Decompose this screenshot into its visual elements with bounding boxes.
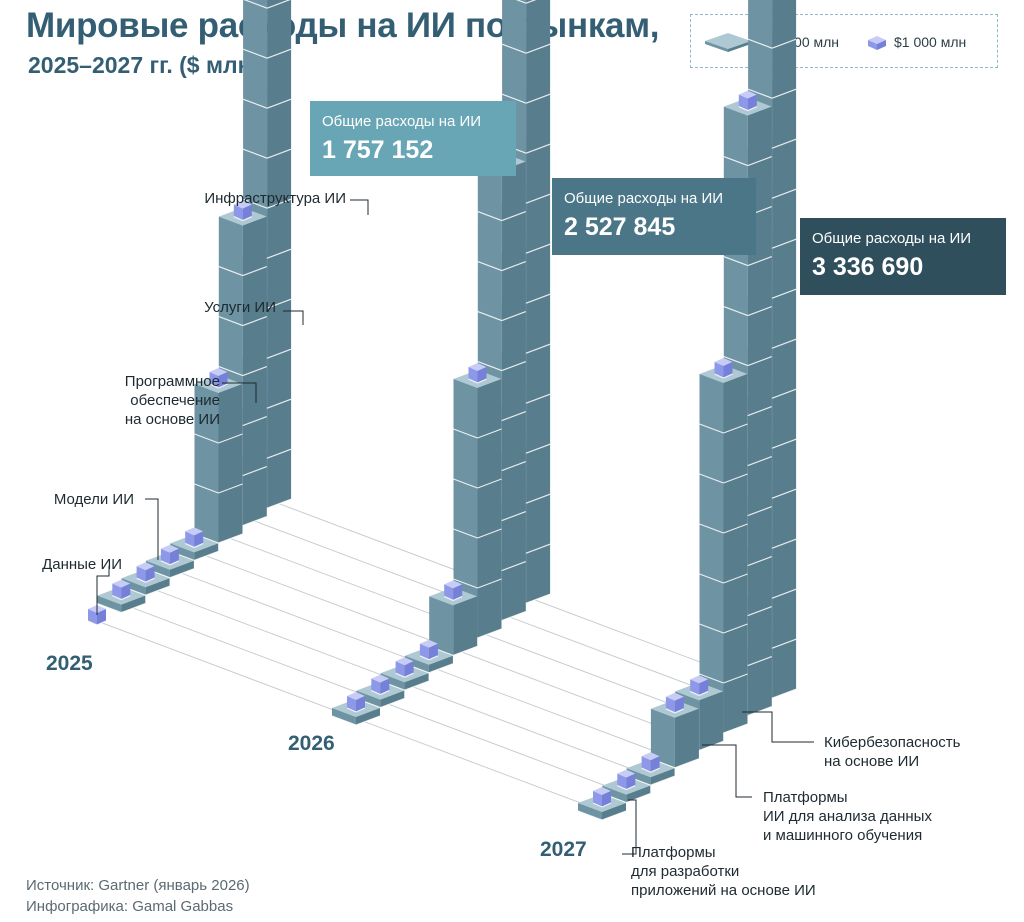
small-cube (209, 368, 228, 389)
small-cube (738, 90, 758, 112)
small-cube (665, 692, 685, 714)
connector-line (350, 199, 369, 215)
large-cube-icon (705, 33, 751, 52)
large-cube (501, 0, 551, 54)
market-stack (97, 579, 146, 614)
chart-subtitle: 2025–2027 гг. ($ млн) (28, 52, 260, 78)
total-box-2027: Общие расходы на ИИ 3 336 690 (800, 218, 1006, 295)
year-label-2027: 2027 (540, 838, 587, 861)
total-label-2025: Общие расходы на ИИ (322, 113, 482, 130)
small-cube (112, 579, 131, 601)
market-stack (404, 639, 454, 674)
small-cube (714, 358, 733, 379)
small-cube (443, 580, 463, 601)
large-cube (699, 365, 748, 434)
small-cube (592, 787, 612, 808)
market-stack (380, 657, 429, 691)
market-stack (331, 692, 381, 726)
label-connectors (96, 199, 814, 855)
total-box-2025: Общие расходы на ИИ 1 757 152 (310, 101, 516, 176)
market-stack (699, 358, 748, 734)
market-label-dsml-platforms: Платформы ИИ для анализа данных и машинн… (763, 789, 932, 844)
market-label-app-dev-platforms: Платформы для разработки приложений на о… (631, 844, 816, 899)
large-cube (428, 587, 478, 656)
large-cube (650, 699, 700, 769)
legend-label-small: $1 000 млн (894, 34, 967, 50)
source-text: Источник: Gartner (январь 2026) (26, 877, 250, 894)
small-cube (371, 674, 390, 696)
total-value-2025: 1 757 152 (322, 136, 434, 164)
total-box-2026: Общие расходы на ИИ 2 527 845 (552, 178, 756, 255)
market-stack (650, 692, 700, 769)
large-cube (747, 0, 797, 49)
market-label-infrastructure: Инфраструктура ИИ (204, 190, 346, 207)
small-cube (419, 639, 439, 661)
small-cube (395, 657, 414, 678)
base-slab (331, 699, 381, 726)
large-cube (515, 0, 537, 4)
year-group-2027 (577, 0, 797, 821)
connector-line (145, 498, 159, 560)
small-cube (160, 544, 180, 566)
connector-line (222, 382, 257, 403)
chart-title: Мировые расходы на ИИ по рынкам, (26, 6, 660, 45)
market-label-software: Программное обеспечение на основе ИИ (124, 373, 220, 428)
market-label-models: Модели ИИ (53, 491, 134, 508)
market-label-cybersecurity: Кибербезопасность на основе ИИ (824, 734, 961, 770)
small-cube (87, 605, 107, 626)
connector-line (622, 799, 637, 855)
small-cube (689, 675, 709, 696)
year-label-2025: 2025 (46, 652, 93, 675)
large-cube (243, 0, 291, 9)
connector-line (283, 310, 304, 325)
market-stack (356, 674, 405, 709)
small-cube (184, 527, 204, 548)
market-stack (218, 200, 268, 527)
year-label-2026: 2026 (288, 732, 335, 755)
total-label-2027: Общие расходы на ИИ (812, 230, 972, 247)
large-cube (194, 375, 243, 444)
legend-item-small: $1 000 млн (866, 32, 966, 52)
year-group-2025 (87, 0, 292, 626)
small-cube (233, 200, 253, 222)
market-stack (194, 368, 243, 544)
small-cube (346, 692, 366, 713)
total-label-2026: Общие расходы на ИИ (564, 190, 724, 207)
small-cube (468, 363, 487, 384)
market-stack (87, 605, 107, 626)
market-label-data: Данные ИИ (42, 556, 122, 573)
total-value-2026: 2 527 845 (564, 213, 676, 241)
large-cube (242, 0, 292, 59)
year-group-2026 (331, 0, 551, 726)
legend: $10 000 млн $1 000 млн (690, 14, 998, 68)
small-cube-icon (868, 36, 886, 50)
market-stack (577, 787, 627, 821)
total-value-2027: 3 336 690 (812, 253, 924, 281)
market-stack (428, 580, 478, 656)
connector-line (702, 744, 752, 798)
credit-text: Инфографика: Gamal Gabbas (26, 898, 234, 915)
connector-line (96, 566, 110, 615)
small-cube (617, 769, 636, 791)
small-cube (641, 752, 660, 773)
small-cube (136, 562, 155, 583)
market-label-services: Услуги ИИ (204, 299, 276, 316)
connector-line (742, 711, 814, 743)
